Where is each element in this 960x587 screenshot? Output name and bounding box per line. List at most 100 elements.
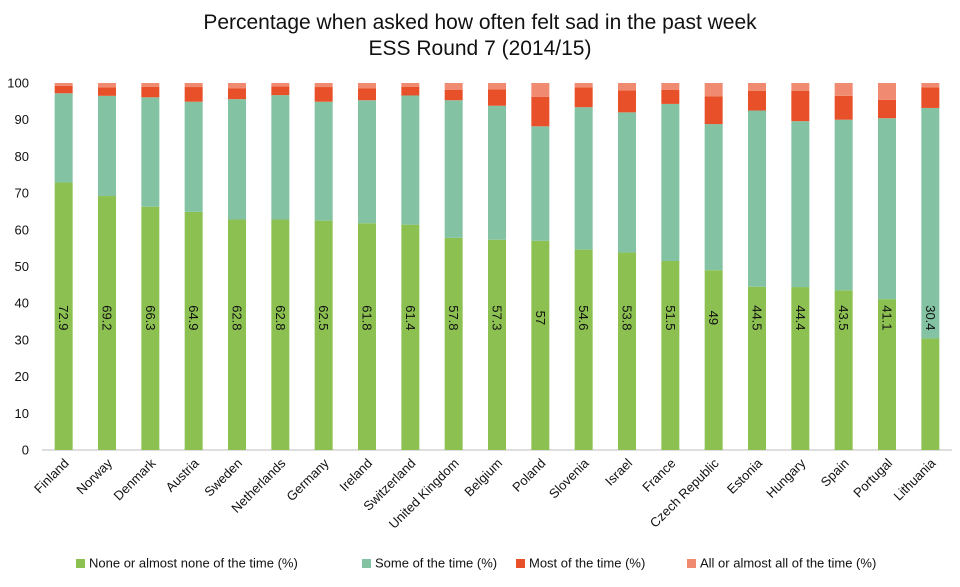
y-tick-label: 30 xyxy=(15,332,29,347)
bar-segment-3 xyxy=(661,89,680,104)
bar-segment-1 xyxy=(98,196,116,450)
bar-segment-4 xyxy=(791,83,810,91)
bar-segment-1 xyxy=(574,249,593,450)
bar-segment-1 xyxy=(54,182,73,450)
data-label: 64.9 xyxy=(186,305,201,330)
x-tick-label: Portugal xyxy=(850,455,895,500)
bar-segment-2 xyxy=(748,110,766,287)
bar-segment-2 xyxy=(618,112,636,253)
bar-segment-3 xyxy=(228,88,246,100)
bar-segment-1 xyxy=(791,287,810,450)
bar-segment-4 xyxy=(661,83,680,90)
bar-segment-3 xyxy=(574,87,593,108)
bar-segment-1 xyxy=(271,219,290,450)
data-label: 44.5 xyxy=(750,305,765,330)
x-tick-label: Lithuania xyxy=(891,455,939,503)
x-tick-label: Poland xyxy=(509,456,548,495)
bar-segment-1 xyxy=(834,290,853,450)
data-label: 43.5 xyxy=(836,305,851,330)
bar-segment-3 xyxy=(54,85,73,94)
bar-segment-1 xyxy=(228,219,246,450)
bar-segment-4 xyxy=(401,83,420,87)
bar-segment-3 xyxy=(141,86,160,98)
chart-title: Percentage when asked how often felt sad… xyxy=(203,11,757,34)
y-tick-label: 70 xyxy=(15,186,29,201)
bar-segment-3 xyxy=(488,89,506,106)
bar-segment-2 xyxy=(444,100,463,238)
bar-segment-2 xyxy=(358,100,376,224)
data-label: 66.3 xyxy=(143,305,158,330)
x-tick-label: Denmark xyxy=(111,455,159,503)
legend-swatch xyxy=(76,559,85,568)
bar-segment-4 xyxy=(574,83,593,88)
bar-segment-2 xyxy=(921,107,940,339)
bar-segment-3 xyxy=(98,87,116,96)
y-tick-label: 0 xyxy=(22,443,29,458)
data-label: 53.8 xyxy=(620,305,635,330)
bars: 72.9 69.2 66.3 64.9 62.8 62.8 62.5 61.8 61.4 57.8… xyxy=(54,83,940,450)
y-tick-label: 40 xyxy=(15,296,29,311)
bar-segment-1 xyxy=(401,224,420,450)
bar-segment-4 xyxy=(98,83,116,88)
bar-segment-4 xyxy=(444,83,463,90)
data-label: 51.5 xyxy=(663,305,678,330)
chart-subtitle: ESS Round 7 (2014/15) xyxy=(369,37,592,60)
bar-segment-3 xyxy=(358,88,376,101)
data-label: 57.3 xyxy=(490,305,505,330)
legend: None or almost none of the time (%) Some … xyxy=(76,556,876,571)
y-tick-label: 90 xyxy=(15,112,29,127)
x-tick-label: France xyxy=(639,456,678,495)
bar-segment-4 xyxy=(141,83,160,87)
data-label: 62.8 xyxy=(273,305,288,330)
legend-swatch xyxy=(687,559,696,568)
bar-segment-1 xyxy=(531,240,550,450)
legend-swatch xyxy=(362,559,371,568)
bar-segment-2 xyxy=(878,118,896,300)
bar-segment-4 xyxy=(834,83,853,96)
bar-segment-1 xyxy=(488,239,506,450)
bar-segment-2 xyxy=(141,97,160,207)
legend-label: None or almost none of the time (%) xyxy=(89,556,298,571)
bar-segment-1 xyxy=(921,338,940,450)
legend-label: All or almost all of the time (%) xyxy=(700,556,876,571)
y-tick-label: 60 xyxy=(15,222,29,237)
bar-segment-4 xyxy=(878,83,896,100)
x-tick-label: Belgium xyxy=(461,456,505,500)
bar-segment-3 xyxy=(704,96,723,125)
bar-segment-4 xyxy=(488,83,506,90)
bar-segment-3 xyxy=(184,87,203,102)
bar-segment-3 xyxy=(878,99,896,119)
data-label: 61.4 xyxy=(403,305,418,330)
bar-segment-3 xyxy=(834,95,853,120)
bar-segment-2 xyxy=(228,99,246,220)
bar-segment-3 xyxy=(401,86,420,96)
bar-segment-2 xyxy=(791,121,810,288)
bar-segment-4 xyxy=(704,83,723,97)
bar-segment-1 xyxy=(878,299,896,450)
bar-segment-1 xyxy=(618,252,636,450)
bar-segment-2 xyxy=(184,101,203,212)
x-tick-label: Sweden xyxy=(201,456,245,500)
legend-label: Some of the time (%) xyxy=(375,556,497,571)
bar-segment-3 xyxy=(748,90,766,111)
data-label: 72.9 xyxy=(56,305,71,330)
data-label: 61.8 xyxy=(360,305,375,330)
bar-segment-4 xyxy=(184,83,203,88)
bar-segment-2 xyxy=(401,95,420,225)
bar-segment-1 xyxy=(184,211,203,450)
y-tick-label: 20 xyxy=(15,369,29,384)
bar-segment-1 xyxy=(748,286,766,450)
data-label: 54.6 xyxy=(576,305,591,330)
bar-segment-3 xyxy=(271,86,290,96)
y-tick-label: 50 xyxy=(15,259,29,274)
x-tick-label: Slovenia xyxy=(546,455,592,501)
bar-segment-4 xyxy=(531,83,550,97)
x-tick-label: Austria xyxy=(163,455,203,495)
bar-segment-4 xyxy=(314,83,333,88)
bar-segment-3 xyxy=(314,87,333,102)
data-label: 57 xyxy=(533,311,548,325)
bar-segment-2 xyxy=(834,119,853,291)
bar-segment-2 xyxy=(98,95,116,197)
bar-segment-3 xyxy=(618,90,636,113)
bar-segment-2 xyxy=(54,93,73,183)
